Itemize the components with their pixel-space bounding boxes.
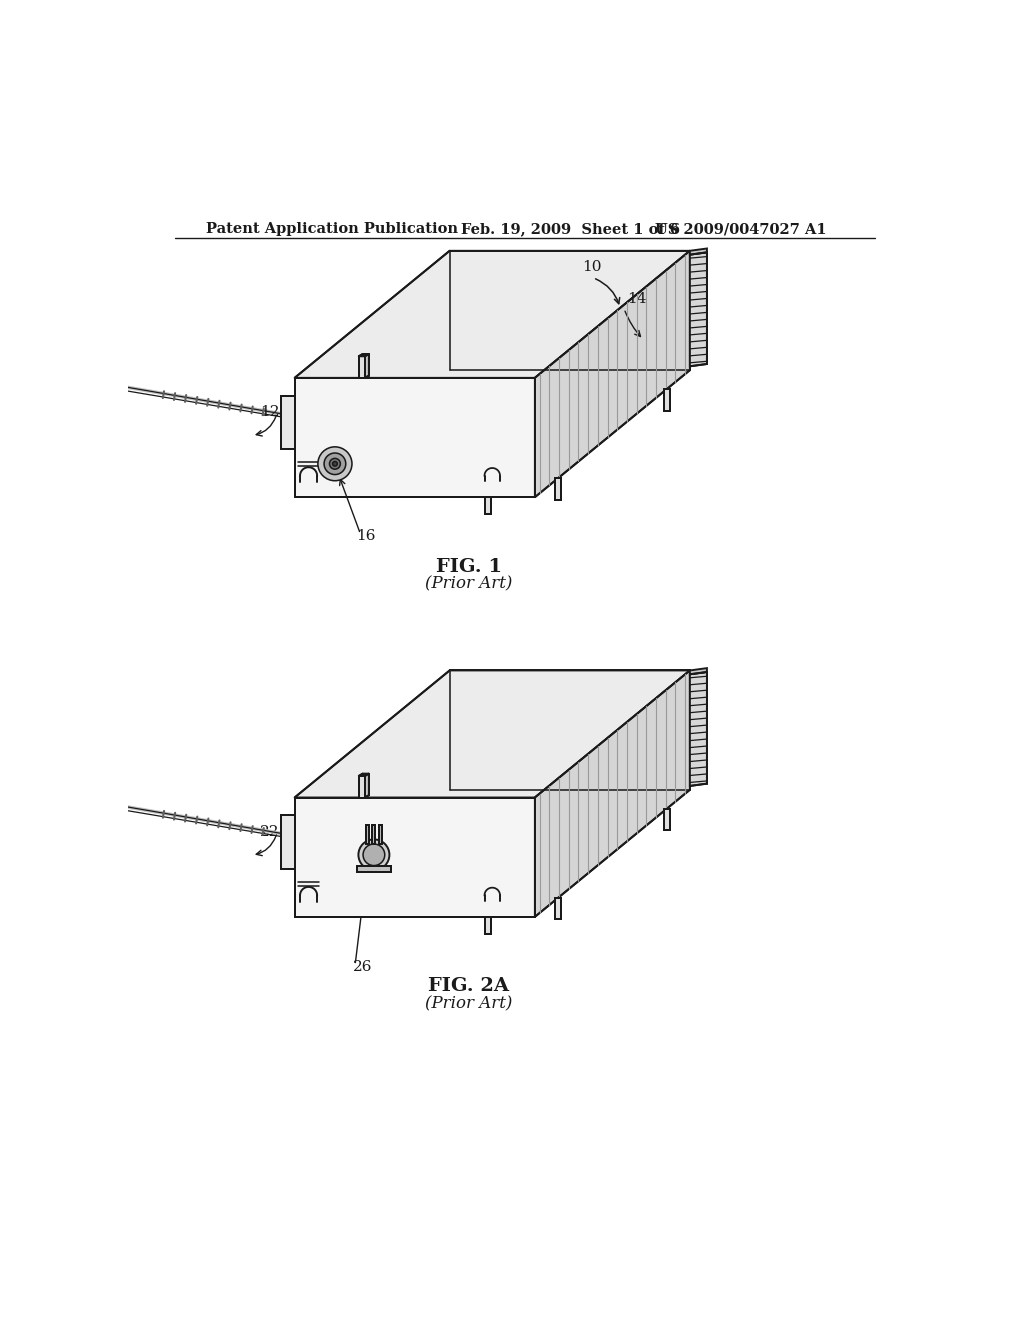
Circle shape: [317, 447, 352, 480]
Polygon shape: [365, 774, 369, 797]
Polygon shape: [555, 478, 561, 500]
Polygon shape: [365, 354, 369, 378]
Circle shape: [330, 458, 340, 469]
Text: FIG. 1: FIG. 1: [436, 557, 502, 576]
Polygon shape: [281, 396, 295, 449]
Polygon shape: [535, 671, 690, 917]
Polygon shape: [295, 797, 535, 917]
Text: 16: 16: [356, 529, 376, 543]
Text: FIG. 2A: FIG. 2A: [428, 977, 510, 995]
Polygon shape: [358, 356, 365, 378]
Polygon shape: [485, 917, 492, 933]
Polygon shape: [555, 898, 561, 919]
Circle shape: [333, 462, 337, 466]
Polygon shape: [281, 816, 295, 869]
Polygon shape: [358, 776, 365, 797]
Text: (Prior Art): (Prior Art): [425, 995, 513, 1012]
Polygon shape: [367, 825, 370, 843]
Text: Patent Application Publication: Patent Application Publication: [206, 222, 458, 236]
Polygon shape: [485, 498, 492, 515]
Text: 24: 24: [627, 711, 646, 726]
Text: 12: 12: [260, 405, 280, 420]
Polygon shape: [295, 671, 690, 797]
Polygon shape: [295, 251, 690, 378]
Text: 22: 22: [260, 825, 280, 840]
Text: (Prior Art): (Prior Art): [425, 576, 513, 593]
Polygon shape: [690, 248, 707, 255]
Circle shape: [364, 843, 385, 866]
Text: 10: 10: [582, 260, 601, 275]
Polygon shape: [535, 251, 690, 498]
Polygon shape: [358, 354, 369, 356]
Polygon shape: [295, 378, 535, 498]
Polygon shape: [356, 866, 391, 871]
Polygon shape: [690, 252, 707, 367]
Circle shape: [358, 840, 389, 870]
Polygon shape: [690, 668, 707, 675]
Polygon shape: [664, 389, 670, 411]
Polygon shape: [358, 774, 369, 776]
Text: 20: 20: [582, 680, 601, 693]
Polygon shape: [373, 825, 376, 843]
Circle shape: [324, 453, 346, 475]
Polygon shape: [690, 672, 707, 785]
Text: US 2009/0047027 A1: US 2009/0047027 A1: [655, 222, 826, 236]
Polygon shape: [664, 809, 670, 830]
Text: 26: 26: [352, 960, 373, 974]
Text: Feb. 19, 2009  Sheet 1 of 6: Feb. 19, 2009 Sheet 1 of 6: [461, 222, 680, 236]
Text: 14: 14: [627, 292, 646, 306]
Polygon shape: [379, 825, 382, 843]
